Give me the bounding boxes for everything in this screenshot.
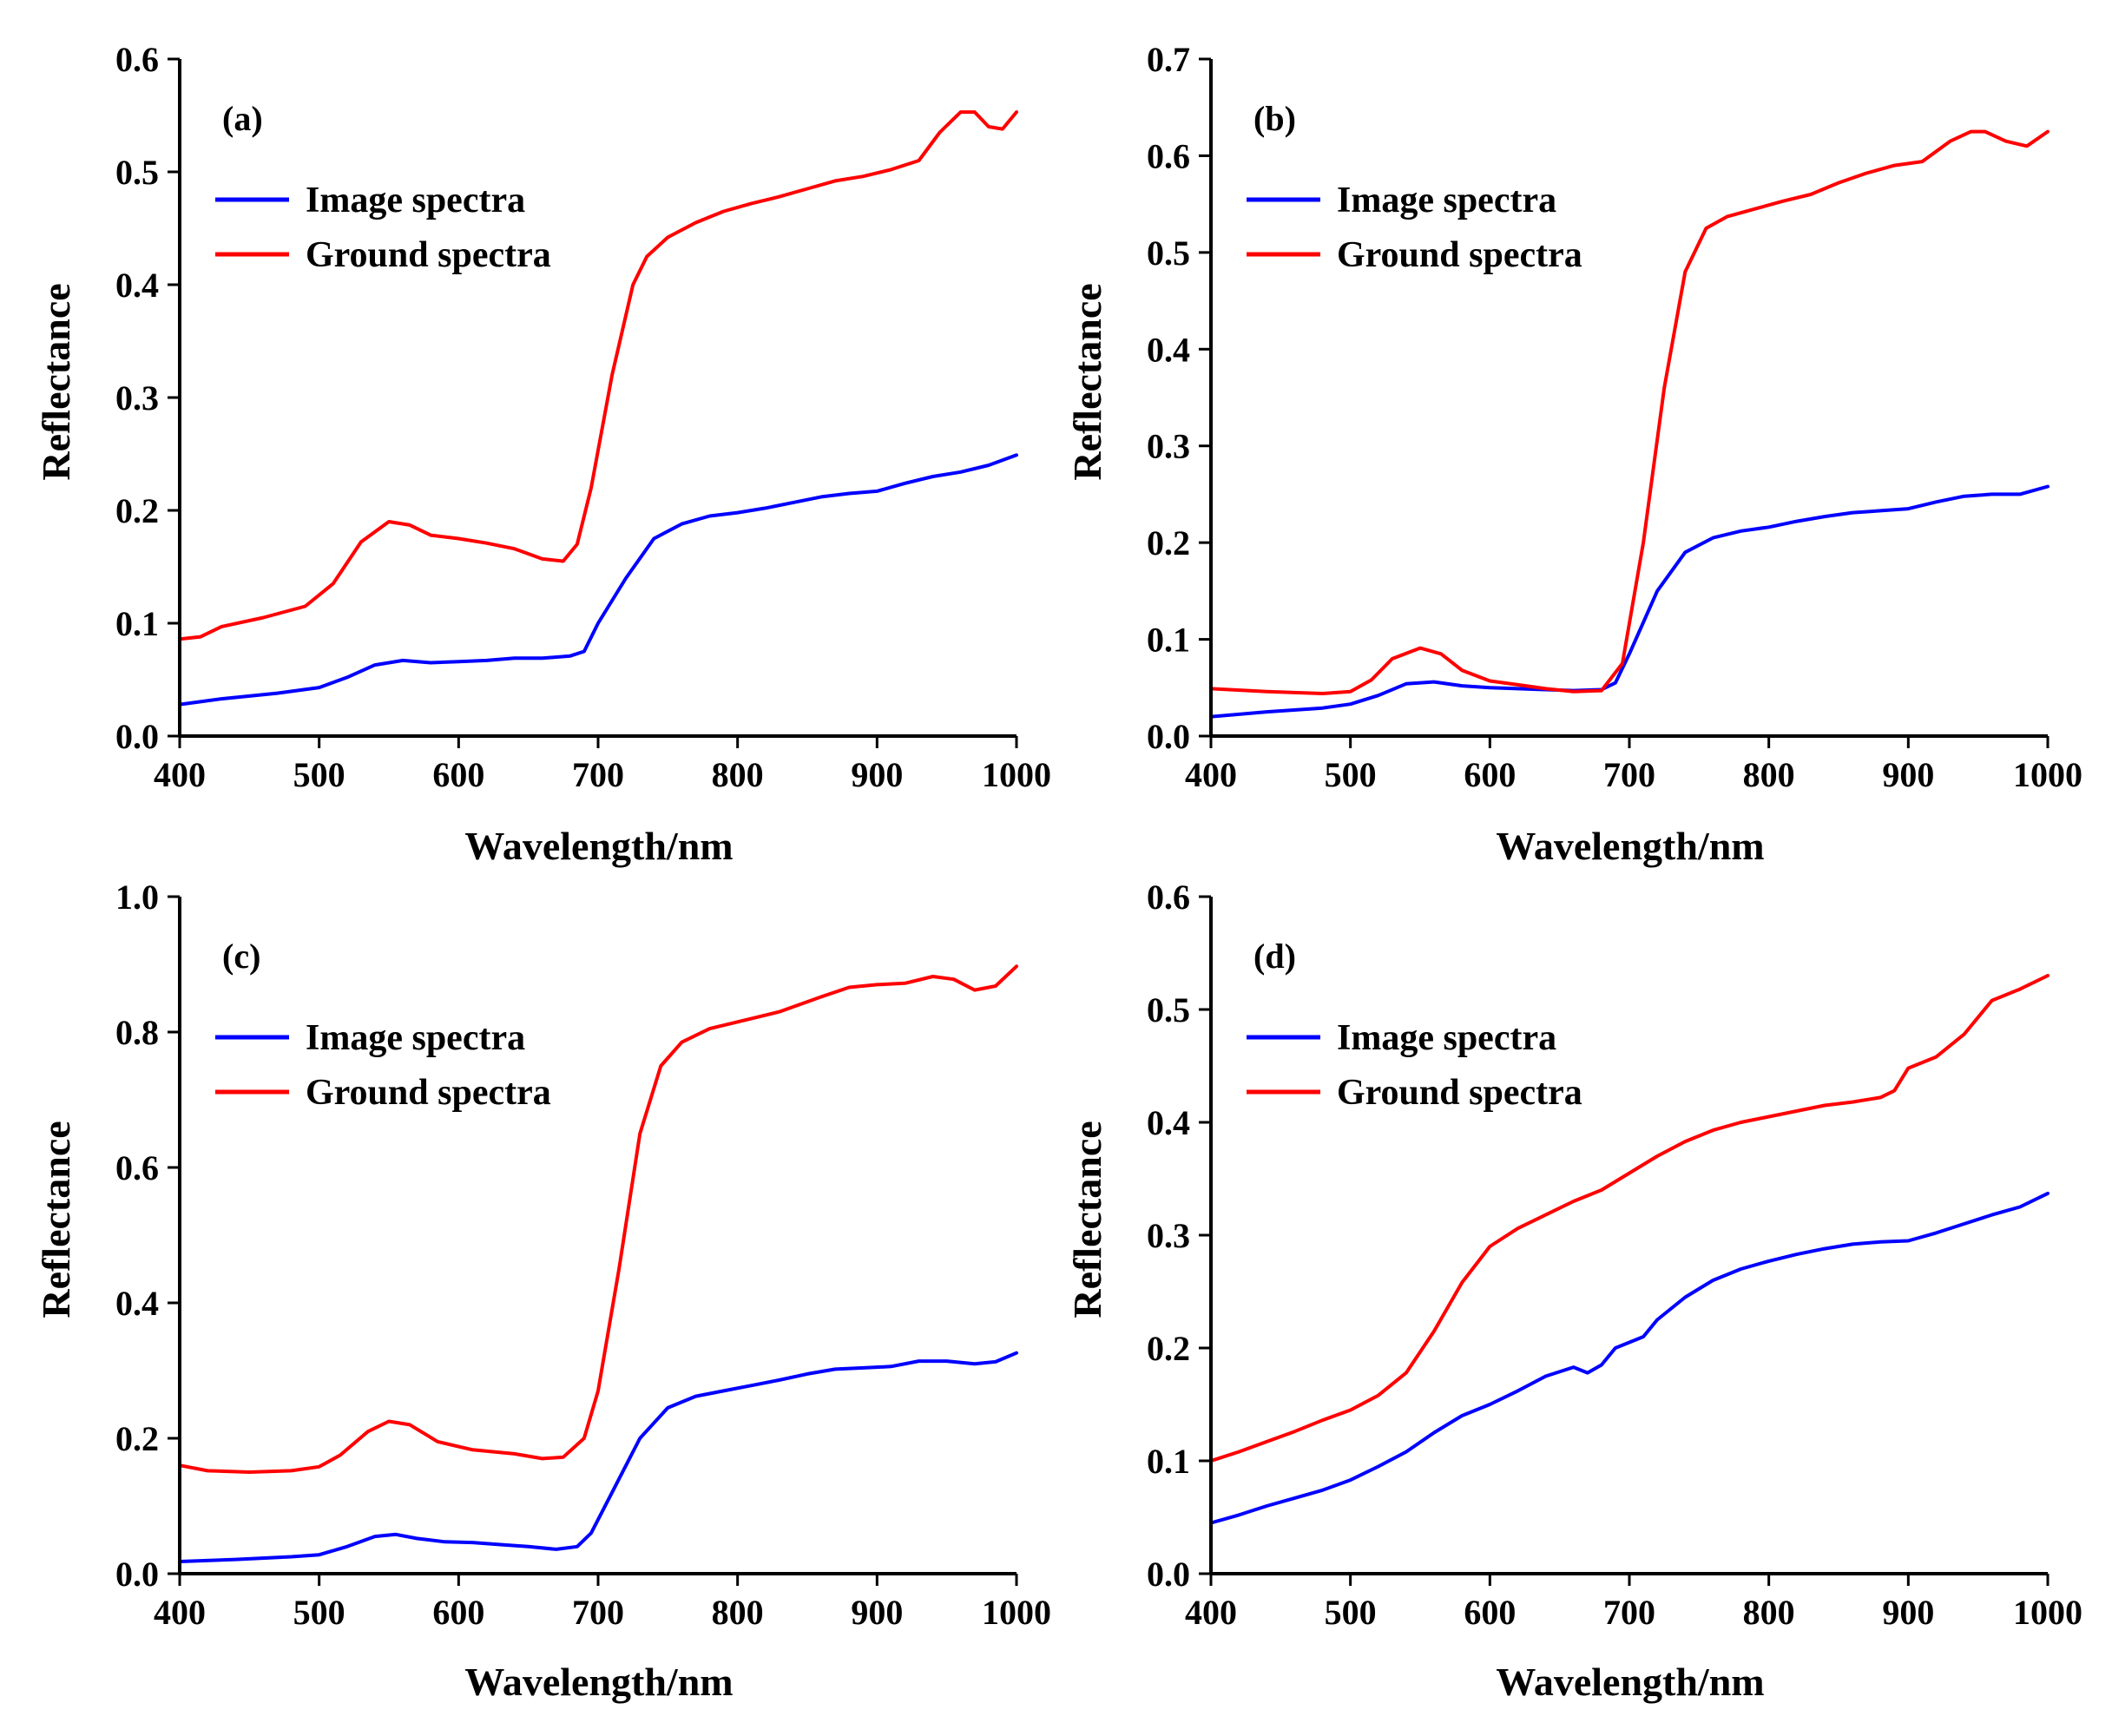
legend-label-ground-c: Ground spectra [306, 1073, 551, 1113]
y-tick-label-a: 0.0 [115, 717, 159, 756]
y-axis-title-c: Reflectance [34, 1121, 78, 1318]
x-tick-label-b: 500 [1325, 755, 1377, 794]
legend-label-ground-b: Ground spectra [1337, 235, 1582, 275]
x-tick-label-d: 700 [1603, 1593, 1655, 1632]
y-tick-label-b: 0.6 [1147, 136, 1190, 175]
x-tick-label-c: 500 [293, 1593, 345, 1632]
legend-c: Image spectra Ground spectra [215, 1018, 551, 1113]
series-ground-line-b [1209, 129, 2049, 695]
y-tick-label-d: 0.5 [1147, 990, 1190, 1029]
y-tick-label-b: 0.7 [1147, 40, 1190, 79]
y-tick-label-d: 0.2 [1147, 1329, 1190, 1368]
x-tick-label-b: 400 [1185, 755, 1237, 794]
y-tick-label-d: 0.3 [1147, 1216, 1190, 1255]
y-tick-label-a: 0.3 [115, 378, 159, 418]
x-tick-label-d: 1000 [2013, 1593, 2082, 1632]
x-axis-title-c: Wavelength/nm [464, 1660, 733, 1704]
panel-b: (b) Wavelength/nm Reflectance Image spec… [1065, 40, 2082, 868]
legend-b: Image spectra Ground spectra [1247, 181, 1582, 275]
x-tick-label-c: 700 [572, 1593, 624, 1632]
y-tick-label-c: 1.0 [115, 878, 159, 917]
series-ground-line-d [1209, 974, 2049, 1463]
panel-d: (d) Wavelength/nm Reflectance Image spec… [1065, 878, 2082, 1704]
y-tick-label-d: 0.1 [1147, 1442, 1190, 1481]
legend-a: Image spectra Ground spectra [215, 181, 551, 275]
panel-label-d: (d) [1253, 937, 1296, 976]
legend-label-image-c: Image spectra [306, 1018, 525, 1058]
y-tick-label-a: 0.4 [115, 266, 159, 305]
y-tick-label-b: 0.4 [1147, 330, 1190, 369]
x-tick-label-b: 800 [1743, 755, 1795, 794]
x-axis-title-b: Wavelength/nm [1496, 824, 1764, 868]
x-tick-label-a: 1000 [982, 755, 1051, 794]
panel-label-b: (b) [1253, 99, 1296, 138]
y-axis-title-b: Reflectance [1065, 283, 1109, 480]
x-tick-label-a: 500 [293, 755, 345, 794]
y-tick-label-c: 0.8 [115, 1013, 159, 1052]
y-tick-label-a: 0.6 [115, 40, 159, 79]
legend-label-image-d: Image spectra [1337, 1018, 1556, 1058]
y-tick-label-d: 0.0 [1147, 1555, 1190, 1594]
series-ground-line-c [178, 964, 1018, 1474]
legend-label-ground-d: Ground spectra [1337, 1073, 1582, 1113]
panel-label-c: (c) [222, 937, 260, 976]
y-tick-label-c: 0.6 [115, 1148, 159, 1187]
x-tick-label-b: 600 [1464, 755, 1516, 794]
y-tick-label-a: 0.1 [115, 604, 159, 643]
panel-a: (a) Wavelength/nm Reflectance Image spec… [34, 40, 1051, 868]
x-tick-label-a: 900 [851, 755, 903, 794]
y-tick-label-b: 0.5 [1147, 233, 1190, 273]
y-tick-label-a: 0.2 [115, 491, 159, 530]
y-tick-label-b: 0.2 [1147, 523, 1190, 562]
x-tick-label-b: 900 [1882, 755, 1934, 794]
y-tick-label-a: 0.5 [115, 153, 159, 192]
legend-label-ground-a: Ground spectra [306, 235, 551, 275]
x-tick-label-c: 1000 [982, 1593, 1051, 1632]
legend-label-image-b: Image spectra [1337, 181, 1556, 220]
x-tick-label-c: 600 [432, 1593, 484, 1632]
x-tick-label-c: 400 [154, 1593, 206, 1632]
series-image-line-a [178, 453, 1018, 707]
x-tick-label-d: 800 [1743, 1593, 1795, 1632]
y-axis-title-a: Reflectance [34, 283, 78, 480]
panel-c: (c) Wavelength/nm Reflectance Image spec… [34, 878, 1051, 1704]
series-ground-line-a [178, 110, 1018, 641]
series-image-line-c [178, 1351, 1018, 1563]
x-tick-label-d: 900 [1882, 1593, 1934, 1632]
x-tick-label-c: 900 [851, 1593, 903, 1632]
x-axis-title-a: Wavelength/nm [464, 824, 733, 868]
y-tick-label-d: 0.6 [1147, 878, 1190, 917]
panel-label-a: (a) [222, 99, 263, 138]
y-tick-label-b: 0.3 [1147, 427, 1190, 466]
x-tick-label-c: 800 [712, 1593, 764, 1632]
x-tick-label-b: 700 [1603, 755, 1655, 794]
x-tick-label-d: 600 [1464, 1593, 1516, 1632]
x-tick-label-d: 400 [1185, 1593, 1237, 1632]
y-tick-label-d: 0.4 [1147, 1103, 1190, 1142]
x-tick-label-a: 800 [712, 755, 764, 794]
y-axis-title-d: Reflectance [1065, 1121, 1109, 1318]
legend-label-image-a: Image spectra [306, 181, 525, 220]
y-tick-label-c: 0.0 [115, 1555, 159, 1594]
x-tick-label-b: 1000 [2013, 755, 2082, 794]
x-axis-title-d: Wavelength/nm [1496, 1660, 1764, 1704]
series-image-line-b [1209, 484, 2049, 719]
legend-d: Image spectra Ground spectra [1247, 1018, 1582, 1113]
y-tick-label-b: 0.1 [1147, 621, 1190, 660]
y-tick-label-b: 0.0 [1147, 717, 1190, 756]
x-tick-label-d: 500 [1325, 1593, 1377, 1632]
x-tick-label-a: 400 [154, 755, 206, 794]
y-tick-label-c: 0.4 [115, 1284, 159, 1323]
x-tick-label-a: 600 [432, 755, 484, 794]
x-tick-label-a: 700 [572, 755, 624, 794]
series-image-line-d [1209, 1191, 2049, 1525]
y-tick-label-c: 0.2 [115, 1419, 159, 1458]
